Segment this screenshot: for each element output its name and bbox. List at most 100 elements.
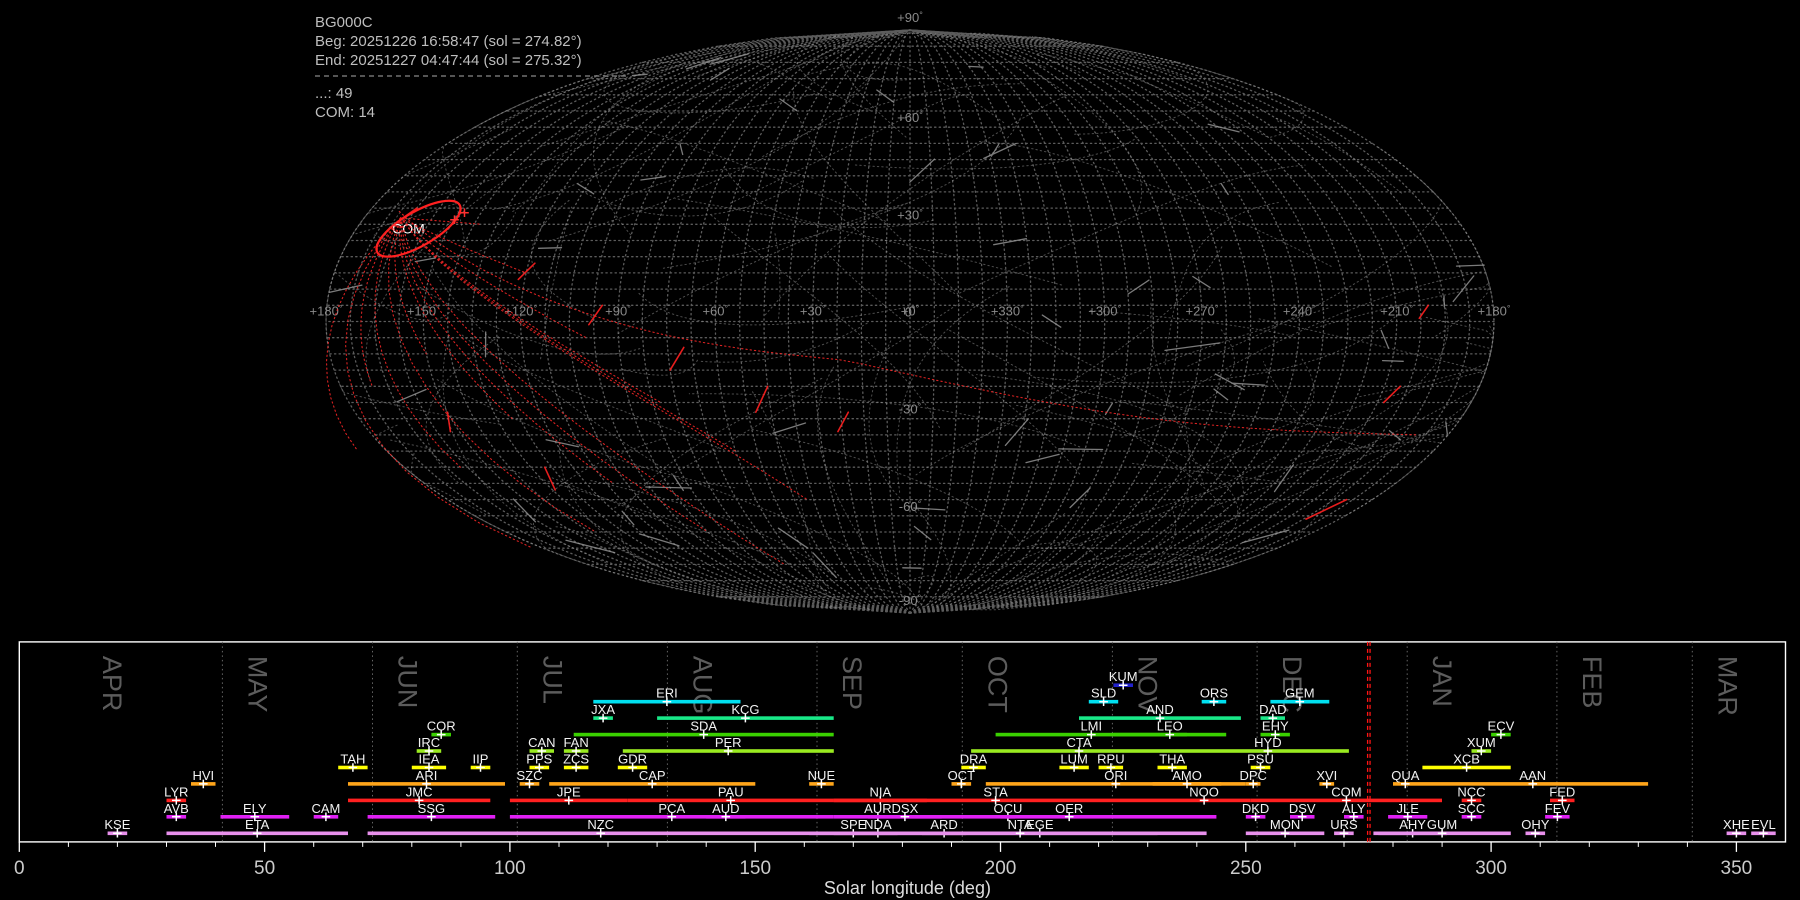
svg-text:SZC: SZC (517, 768, 543, 783)
svg-text:100: 100 (494, 858, 526, 879)
svg-text:AUD: AUD (712, 801, 739, 816)
svg-text:AUR: AUR (864, 801, 891, 816)
svg-text:CAN: CAN (528, 735, 555, 750)
svg-text:ORI: ORI (1104, 768, 1127, 783)
svg-text:LEO: LEO (1157, 719, 1183, 734)
svg-text:XHE: XHE (1723, 817, 1750, 832)
svg-text:KSE: KSE (104, 817, 130, 832)
svg-text:250: 250 (1230, 858, 1262, 879)
svg-text:KCG: KCG (731, 702, 759, 717)
svg-text:ERI: ERI (656, 686, 678, 701)
svg-text:XCB: XCB (1453, 752, 1480, 767)
svg-text:MAY: MAY (242, 656, 272, 713)
svg-text:XVI: XVI (1316, 768, 1337, 783)
svg-text:ORS: ORS (1200, 686, 1229, 701)
svg-text:PSU: PSU (1247, 752, 1274, 767)
svg-text:0: 0 (14, 858, 25, 879)
svg-text:PAU: PAU (718, 784, 744, 799)
svg-text:GUM: GUM (1427, 817, 1457, 832)
svg-text:CTA: CTA (1066, 735, 1091, 750)
svg-text:End: 20251227 04:47:44 (sol =: End: 20251227 04:47:44 (sol = 275.32°) (315, 52, 582, 69)
svg-text:150: 150 (739, 858, 771, 879)
svg-text:JUL: JUL (537, 656, 567, 704)
svg-text:AAN: AAN (1519, 768, 1546, 783)
svg-text:+270°: +270° (1186, 304, 1219, 319)
svg-text:FAN: FAN (563, 735, 588, 750)
svg-text:ETA: ETA (245, 817, 270, 832)
svg-text:AND: AND (1146, 702, 1173, 717)
svg-text:50: 50 (254, 858, 275, 879)
svg-text:DSV: DSV (1289, 801, 1316, 816)
svg-text:FED: FED (1549, 784, 1575, 799)
svg-text:IIP: IIP (473, 752, 489, 767)
svg-text:XUM: XUM (1467, 735, 1496, 750)
svg-text:JUN: JUN (393, 656, 423, 709)
svg-text:IEA: IEA (419, 752, 440, 767)
svg-text:AUG: AUG (687, 656, 717, 715)
svg-text:DKD: DKD (1242, 801, 1269, 816)
svg-text:350: 350 (1721, 858, 1753, 879)
svg-text:NOO: NOO (1189, 784, 1219, 799)
svg-text:KUM: KUM (1109, 669, 1138, 684)
svg-text:LUM: LUM (1060, 752, 1087, 767)
svg-text:EHY: EHY (1262, 719, 1289, 734)
svg-text:FEB: FEB (1577, 656, 1607, 709)
svg-text:...: 49: ...: 49 (315, 85, 353, 102)
svg-text:ALY: ALY (1342, 801, 1366, 816)
svg-text:COR: COR (427, 719, 456, 734)
svg-text:MAR: MAR (1712, 656, 1742, 716)
svg-text:200: 200 (985, 858, 1017, 879)
svg-text:GDR: GDR (618, 752, 647, 767)
svg-text:+300°: +300° (1088, 304, 1121, 319)
svg-text:+150°: +150° (407, 304, 440, 319)
svg-text:ARD: ARD (930, 817, 957, 832)
svg-text:SEP: SEP (837, 656, 867, 710)
svg-text:QUA: QUA (1391, 768, 1420, 783)
svg-text:NIA: NIA (869, 784, 891, 799)
svg-text:LYR: LYR (164, 784, 188, 799)
svg-text:ZCS: ZCS (563, 752, 589, 767)
svg-text:EVL: EVL (1751, 817, 1776, 832)
svg-text:ARI: ARI (416, 768, 438, 783)
svg-text:Beg: 20251226 16:58:47 (sol =: Beg: 20251226 16:58:47 (sol = 274.82°) (315, 33, 582, 50)
svg-text:JMC: JMC (406, 784, 433, 799)
svg-text:DSX: DSX (892, 801, 919, 816)
svg-text:SDA: SDA (690, 719, 717, 734)
svg-text:OCT: OCT (982, 656, 1012, 713)
svg-text:IRC: IRC (418, 735, 440, 750)
svg-text:THA: THA (1159, 752, 1185, 767)
svg-text:NZC: NZC (587, 817, 614, 832)
svg-text:AHY: AHY (1399, 817, 1426, 832)
svg-text:SLD: SLD (1091, 686, 1116, 701)
svg-text:DPC: DPC (1239, 768, 1266, 783)
svg-text:OER: OER (1055, 801, 1083, 816)
svg-text:COM: COM (1331, 784, 1361, 799)
svg-text:DRA: DRA (960, 752, 988, 767)
svg-text:Solar longitude (deg): Solar longitude (deg) (824, 878, 991, 898)
svg-text:PCA: PCA (658, 801, 685, 816)
svg-text:GEM: GEM (1285, 686, 1315, 701)
svg-text:APR: APR (97, 656, 127, 712)
svg-text:SSG: SSG (418, 801, 445, 816)
svg-text:JPE: JPE (557, 784, 581, 799)
svg-text:ELY: ELY (243, 801, 267, 816)
svg-text:JXA: JXA (591, 702, 615, 717)
svg-text:MON: MON (1270, 817, 1300, 832)
svg-text:+240°: +240° (1283, 304, 1316, 319)
svg-text:OCT: OCT (948, 768, 976, 783)
svg-text:BG000C: BG000C (315, 14, 373, 31)
svg-text:DAD: DAD (1259, 702, 1286, 717)
svg-text:OCU: OCU (993, 801, 1022, 816)
svg-text:JLE: JLE (1396, 801, 1419, 816)
svg-text:ECV: ECV (1488, 719, 1515, 734)
svg-text:PPS: PPS (526, 752, 552, 767)
svg-text:300: 300 (1475, 858, 1507, 879)
svg-text:TAH: TAH (340, 752, 365, 767)
svg-text:AVB: AVB (164, 801, 189, 816)
svg-text:PER: PER (715, 735, 742, 750)
svg-text:CAP: CAP (639, 768, 666, 783)
svg-text:AMO: AMO (1172, 768, 1202, 783)
svg-text:URS: URS (1330, 817, 1358, 832)
svg-text:LMI: LMI (1080, 719, 1102, 734)
svg-text:OHY: OHY (1521, 817, 1550, 832)
